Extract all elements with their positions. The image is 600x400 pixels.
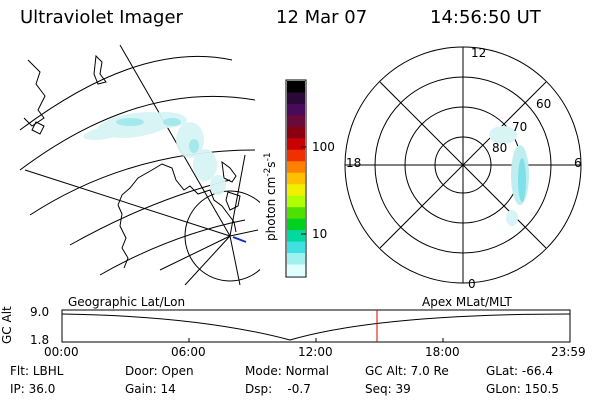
time-tick-2359: 23:59 xyxy=(551,345,586,359)
colorbar-segment xyxy=(287,172,305,185)
polar-label-18: 18 xyxy=(346,156,362,170)
timeline-plot xyxy=(61,309,571,343)
time-tick-0000: 00:00 xyxy=(44,345,79,359)
time-tick-1200: 12:00 xyxy=(298,345,333,359)
param-seq: Seq: 39 xyxy=(365,382,411,396)
colorbar xyxy=(285,79,307,278)
timeline-right-title: Apex MLat/MLT xyxy=(422,295,512,309)
date-label: 12 Mar 07 xyxy=(276,7,368,28)
colorbar-segment xyxy=(287,149,305,162)
colorbar-unit-label: photon cm-2s-1 xyxy=(263,152,278,241)
geographic-map xyxy=(19,45,260,286)
colorbar-segment xyxy=(287,218,305,231)
timeline-axis-label: GC Alt xyxy=(0,306,14,344)
colorbar-segment xyxy=(287,126,305,139)
timeline-y-top: 9.0 xyxy=(30,305,50,319)
colorbar-segment xyxy=(287,253,305,266)
time-tick-0600: 06:00 xyxy=(171,345,206,359)
polar-label-80: 80 xyxy=(492,141,508,155)
satellite-track xyxy=(232,236,247,243)
param-gc-alt: GC Alt: 7.0 Re xyxy=(365,364,449,378)
polar-label-60: 60 xyxy=(536,97,552,111)
colorbar-segment xyxy=(287,138,305,151)
colorbar-segment xyxy=(287,195,305,208)
aurora-emission-geo xyxy=(83,111,226,195)
param-glon: GLon: 150.5 xyxy=(486,382,559,396)
instrument-title: Ultraviolet Imager xyxy=(20,7,183,28)
time-tick-1800: 18:00 xyxy=(425,345,460,359)
colorbar-segment xyxy=(287,264,305,277)
polar-label-12: 12 xyxy=(471,46,487,60)
colorbar-segment xyxy=(287,115,305,128)
param-ip: IP: 36.0 xyxy=(10,382,56,396)
colorbar-tick-10: 10 xyxy=(312,227,328,241)
colorbar-segment xyxy=(287,207,305,220)
colorbar-segment xyxy=(287,241,305,254)
timeline-y-bottom: 1.8 xyxy=(30,333,50,347)
colorbar-segment xyxy=(287,81,305,94)
colorbar-tick-100: 100 xyxy=(312,140,335,154)
aurora-emission-polar xyxy=(489,126,529,226)
time-label: 14:56:50 UT xyxy=(430,7,541,28)
aurora-emission-geo-bright xyxy=(116,118,199,153)
param-gain: Gain: 14 xyxy=(125,382,176,396)
param-glat: GLat: -66.4 xyxy=(486,364,553,378)
param-mode: Mode: Normal xyxy=(245,364,329,378)
colorbar-segment xyxy=(287,230,305,243)
timeline-left-title: Geographic Lat/Lon xyxy=(68,295,186,309)
polar-label-6: 6 xyxy=(574,156,582,170)
polar-label-0: 0 xyxy=(468,277,476,291)
param-dsp: Dsp: -0.7 xyxy=(245,382,311,396)
polar-plot xyxy=(344,46,582,284)
colorbar-segment xyxy=(287,92,305,105)
param-door: Door: Open xyxy=(125,364,194,378)
colorbar-segment xyxy=(287,103,305,117)
polar-label-70: 70 xyxy=(512,120,528,134)
param-flt: Flt: LBHL xyxy=(10,364,64,378)
colorbar-segment xyxy=(287,161,305,174)
colorbar-segment xyxy=(287,184,305,197)
